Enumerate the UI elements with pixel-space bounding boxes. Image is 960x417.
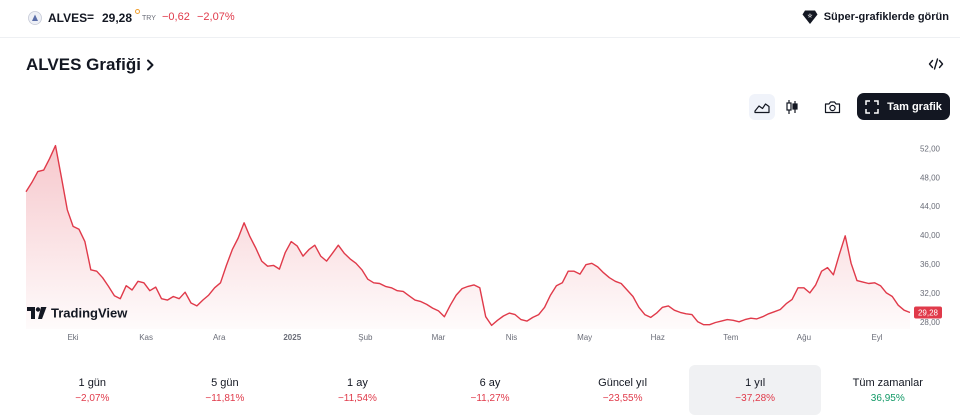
period-button[interactable]: 1 yıl −37,28% bbox=[688, 365, 822, 415]
ticker-bar: ALVES = 29,28 TRY −0,62 −2,07% ☆ Süper-g… bbox=[0, 0, 960, 38]
period-button[interactable]: 5 gün −11,81% bbox=[159, 365, 292, 415]
fullscreen-label: Tam grafik bbox=[887, 100, 942, 113]
ticker-price: 29,28 bbox=[102, 11, 133, 25]
fullscreen-chart-button[interactable]: Tam grafik bbox=[857, 93, 950, 120]
y-axis: 52,00 48,00 44,00 40,00 36,00 32,00 28,00 bbox=[920, 144, 941, 326]
x-tick-label: Ara bbox=[213, 333, 226, 342]
period-label: 5 gün bbox=[211, 376, 239, 389]
y-tick-label: 28,00 bbox=[920, 318, 941, 327]
y-tick-label: 36,00 bbox=[920, 260, 941, 269]
ticker-change: −0,62 bbox=[162, 11, 190, 23]
x-tick-label: May bbox=[577, 333, 592, 342]
y-tick-label: 44,00 bbox=[920, 202, 941, 211]
chart-title-link[interactable]: ALVES Grafiği bbox=[26, 55, 155, 75]
period-button[interactable]: 6 ay −11,27% bbox=[424, 365, 557, 415]
period-change: −11,81% bbox=[205, 392, 245, 404]
chart-title: ALVES Grafiği bbox=[26, 55, 141, 74]
y-tick-label: 48,00 bbox=[920, 173, 941, 182]
ticker-currency: TRY bbox=[142, 15, 156, 22]
company-logo-icon bbox=[28, 11, 42, 25]
period-change: −23,55% bbox=[602, 392, 643, 404]
diamond-badge-icon: ☆ bbox=[802, 10, 818, 24]
chart-toolbar: Tam grafik bbox=[749, 93, 950, 120]
period-label: 6 ay bbox=[479, 376, 501, 389]
market-status-icon bbox=[135, 9, 140, 14]
y-tick-label: 32,00 bbox=[920, 289, 941, 298]
candles-icon bbox=[786, 99, 798, 114]
tradingview-watermark: TradingView bbox=[27, 306, 128, 321]
period-button[interactable]: 1 gün −2,07% bbox=[26, 365, 159, 415]
period-change: −2,07% bbox=[75, 392, 110, 404]
fullscreen-icon bbox=[865, 99, 879, 114]
watermark-text: TradingView bbox=[51, 306, 128, 321]
y-tick-label: 40,00 bbox=[920, 231, 941, 240]
camera-icon bbox=[824, 100, 840, 113]
period-button[interactable]: Güncel yıl −23,55% bbox=[556, 365, 689, 415]
ticker-change-percent: −2,07% bbox=[197, 11, 235, 23]
period-button[interactable]: Tüm zamanlar 36,95% bbox=[821, 365, 954, 415]
x-tick-label: Ağu bbox=[797, 333, 811, 342]
x-tick-label: Mar bbox=[432, 333, 446, 342]
ticker-equals: = bbox=[87, 10, 95, 24]
super-charts-label: Süper-grafiklerde görün bbox=[823, 11, 949, 23]
snapshot-button[interactable] bbox=[819, 94, 845, 120]
svg-text:☆: ☆ bbox=[807, 13, 813, 20]
last-price-label: 29,28 bbox=[918, 309, 939, 318]
period-change: −37,28% bbox=[735, 392, 776, 404]
chevron-right-icon bbox=[146, 59, 154, 71]
x-tick-label: Nis bbox=[506, 333, 518, 342]
price-chart[interactable]: 52,00 48,00 44,00 40,00 36,00 32,00 28,00 Eki K… bbox=[0, 126, 960, 348]
x-tick-label: Haz bbox=[651, 333, 665, 342]
period-selector: 1 gün −2,07% 5 gün −11,81% 1 ay −11,54% 6 ay −1… bbox=[26, 365, 954, 415]
period-label: Güncel yıl bbox=[598, 376, 648, 389]
price-area-fill bbox=[26, 145, 910, 329]
ticker-symbol[interactable]: ALVES bbox=[48, 11, 88, 25]
area-chart-icon bbox=[754, 102, 770, 113]
tradingview-logo-icon bbox=[27, 307, 47, 319]
period-label: Tüm zamanlar bbox=[852, 376, 923, 389]
x-tick-label: Tem bbox=[723, 333, 738, 342]
x-tick-label: Kas bbox=[139, 333, 153, 342]
area-chart-button[interactable] bbox=[749, 93, 775, 120]
y-tick-label: 52,00 bbox=[920, 144, 941, 153]
x-axis: Eki Kas Ara 2025 Şub Mar Nis May Haz Tem Ağu Eyl bbox=[67, 333, 882, 342]
price-line bbox=[25, 144, 911, 327]
period-change: −11,54% bbox=[337, 392, 377, 404]
period-label: 1 ay bbox=[347, 376, 368, 389]
x-tick-label: Eki bbox=[67, 333, 78, 342]
last-price-tag: 29,28 bbox=[914, 306, 942, 319]
x-tick-label: Şub bbox=[358, 333, 373, 342]
embed-code-icon[interactable] bbox=[928, 57, 944, 71]
period-button[interactable]: 1 ay −11,54% bbox=[291, 365, 424, 415]
period-label: 1 yıl bbox=[745, 376, 766, 389]
super-charts-link[interactable]: ☆ Süper-grafiklerde görün bbox=[802, 9, 949, 25]
period-label: 1 gün bbox=[78, 376, 107, 389]
x-tick-label: 2025 bbox=[283, 333, 301, 342]
period-change: −11,27% bbox=[470, 392, 510, 404]
period-change: 36,95% bbox=[870, 392, 905, 404]
candles-button[interactable] bbox=[779, 94, 805, 120]
x-tick-label: Eyl bbox=[871, 333, 882, 342]
